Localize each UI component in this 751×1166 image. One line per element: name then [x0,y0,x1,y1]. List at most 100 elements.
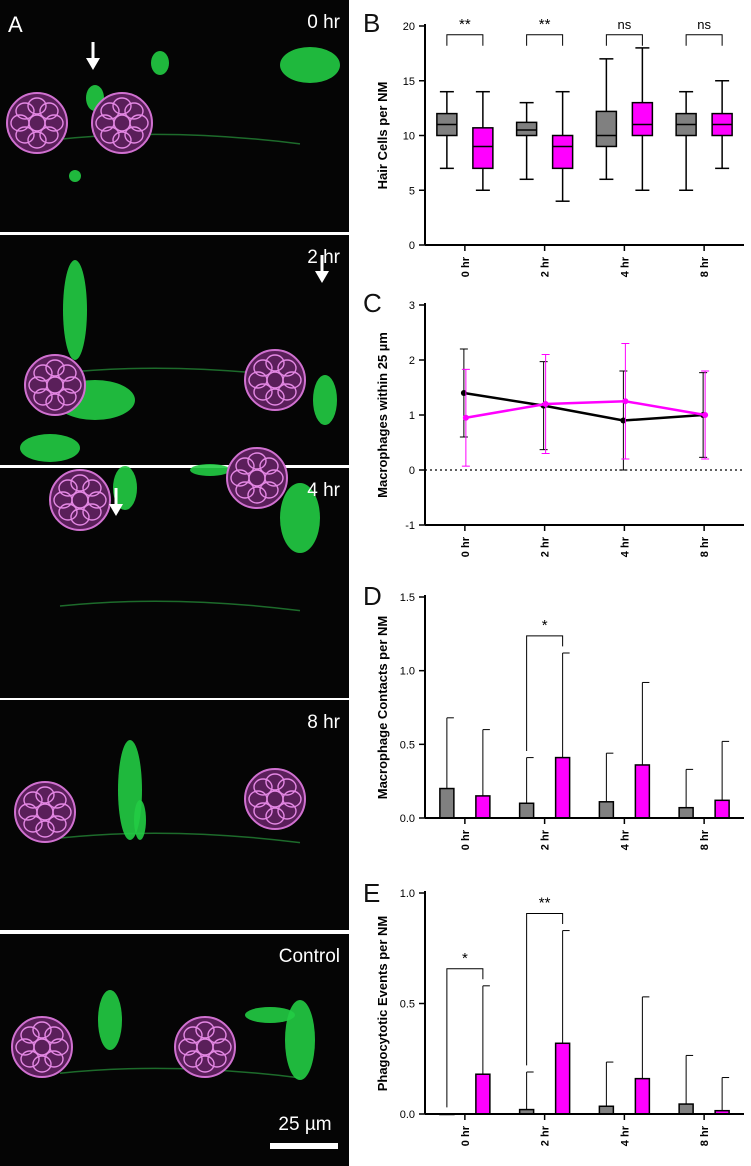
x-tick-label: 2 hr [540,829,552,850]
hair-cell [20,1026,40,1044]
micrograph-panel-5: Control [0,934,349,1166]
macrophage [113,466,137,510]
hair-cell [235,481,255,499]
significance-bracket [526,635,564,751]
hair-cell-cluster [174,1016,236,1078]
bar [439,787,455,819]
scale-bar-label: 25 µm [278,1114,331,1135]
chart-D: D * 0.0 0.5 1.0 1.5 0 hr 2 hr 4 hr 8 hr Macrophage… [363,581,744,850]
panel-letter-a: A [8,12,23,37]
hair-cell [57,388,77,406]
macrophage [190,464,230,476]
macrophage [151,51,169,75]
significance-label: * [462,950,468,967]
hair-cell [35,820,55,838]
hair-cell [71,491,89,509]
hair-cell [45,359,65,377]
bar [714,799,730,819]
hair-cell-cluster [244,768,306,830]
hair-cell [33,364,53,382]
bar [598,801,615,819]
y-tick-label: 5 [409,185,415,197]
bar [634,1077,651,1115]
series-line [463,391,704,422]
data-point [462,414,469,421]
y-tick-label: 1 [409,410,415,422]
y-tick-label: -1 [405,520,415,532]
bar [475,795,491,819]
timepoint-label: 4 hr [307,480,340,501]
macrophage [69,170,81,182]
bar [678,1103,694,1115]
hair-cell [32,1055,52,1073]
hair-cell [235,457,255,475]
timepoint-label: Control [279,946,340,967]
significance-bracket [446,34,484,46]
bar [598,1105,615,1115]
x-tick-label: 8 hr [699,536,711,557]
timepoint-label: 0 hr [307,12,340,33]
y-tick-label: 3 [409,300,415,312]
macrophage [280,47,340,83]
panel-letter-e: E [363,878,380,908]
chart-C: C -1 0 1 2 3 0 hr 2 hr 4 hr 8 hr Macrophages withi… [363,288,744,557]
hair-cell [277,778,297,796]
box [595,110,618,148]
hair-cell [248,469,266,487]
chart-B: B ** ** ns ns 0 5 10 15 20 0 hr 2 hr 4 hr 8 hr Hair Ce… [363,8,744,277]
chart-E: E***0.00.51.00 hr 2 hr 4 hr 8 hrPhagocytoti… [363,878,744,1146]
y-tick-label: 0.0 [400,1109,415,1121]
hair-cell [27,131,47,149]
significance-bracket [605,34,643,46]
hair-cell [266,790,284,808]
hair-cell [277,383,297,401]
significance-label: ns [618,17,632,32]
box [551,134,574,170]
hair-cell [32,1021,52,1039]
arrow-icon [109,504,123,516]
hair-cell [57,364,77,382]
timepoint-label: 2 hr [307,247,340,268]
x-tick-label: 0 hr [460,536,472,557]
hair-cell [195,1021,215,1039]
x-tick-label: 0 hr [460,829,472,850]
hair-cell-cluster [49,469,111,531]
y-tick-label: 2 [409,355,415,367]
hair-cell-cluster [226,447,288,509]
hair-cell [46,376,64,394]
micrograph-panel-4: 8 hr [0,700,349,930]
significance-label: ns [697,17,711,32]
macrophage [20,434,80,462]
hair-cell [58,503,78,521]
hair-cell [44,1026,64,1044]
hair-cell [27,97,47,115]
hair-cell [100,126,120,144]
x-tick-label: 8 hr [699,256,711,277]
y-tick-label: 20 [403,21,415,33]
panel-letter-c: C [363,288,382,318]
box [515,121,538,137]
hair-cell [20,1050,40,1068]
hair-cell [33,1038,51,1056]
hair-cell [70,474,90,492]
y-tick-label: 1.0 [400,888,415,900]
panel-letter-b: B [363,8,380,38]
hair-cell [207,1026,227,1044]
significance-bracket [446,968,484,1108]
hair-cell [100,102,120,120]
hair-cell [23,791,43,809]
x-tick-label: 4 hr [619,1125,631,1146]
hair-cell [45,393,65,411]
hair-cell-cluster [6,92,68,154]
timepoint-label: 8 hr [307,712,340,733]
hair-cell [33,388,53,406]
hair-cell-cluster [244,349,306,411]
hair-cell-cluster [91,92,153,154]
x-tick-label: 2 hr [540,1125,552,1146]
hair-cell [195,1055,215,1073]
hair-cell [23,815,43,833]
hair-cell [265,807,285,825]
hair-cell [112,97,132,115]
